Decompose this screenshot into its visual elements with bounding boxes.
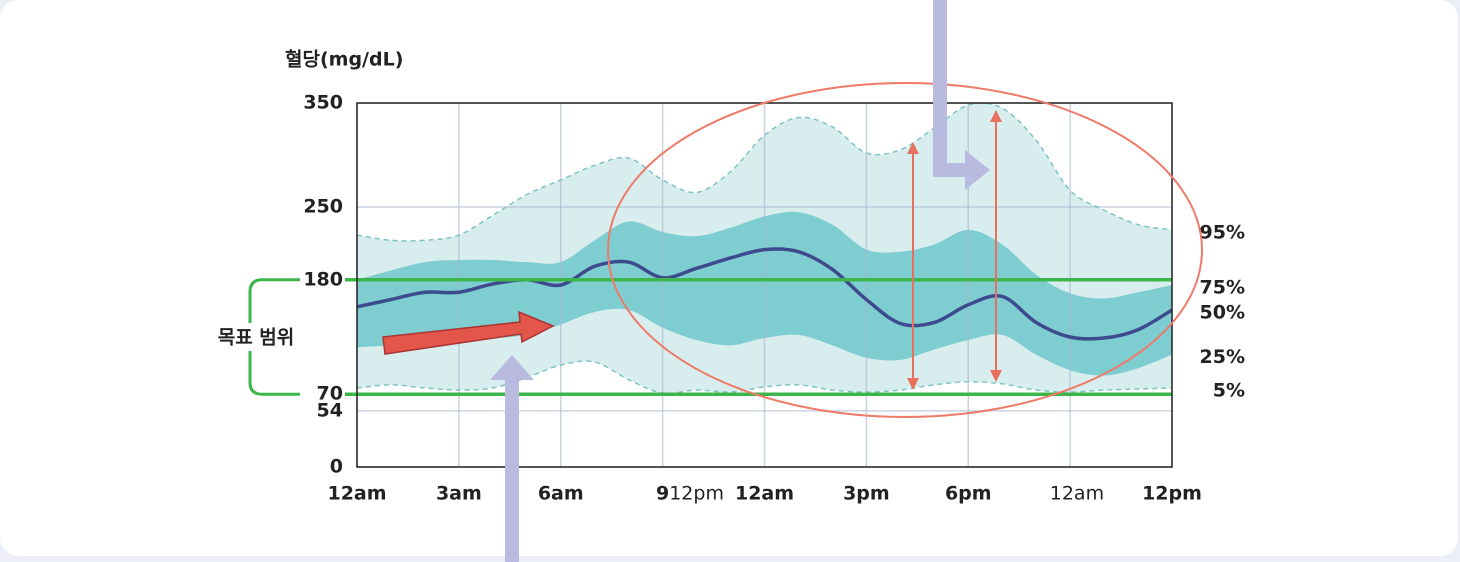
pointer-arrow (933, 0, 990, 190)
pointer-arrow (490, 355, 534, 562)
percentile-label: 5% (1213, 379, 1245, 401)
x-tick-label: 6pm (945, 483, 992, 505)
x-tick-label: 12am (327, 483, 386, 505)
x-tick-label: 12pm (1142, 483, 1202, 505)
x-tick-label: 12am (735, 483, 794, 505)
median-line (356, 247, 1173, 341)
y-tick-label: 70 (317, 383, 343, 405)
percentile-label: 50% (1200, 301, 1245, 323)
x-tick-label: 6am (538, 483, 584, 505)
target-label-bg (210, 323, 302, 351)
trend-arrow (382, 310, 555, 355)
x-tick-label: 3pm (843, 483, 890, 505)
target-label: 목표 범위 (218, 327, 295, 349)
x-tick-label: 9 (656, 483, 669, 505)
y-tick-label: 250 (303, 196, 343, 218)
annotation-label: 12pm (669, 483, 724, 505)
highlight-ellipse (607, 82, 1203, 418)
percentile-line (356, 102, 1173, 242)
y-tick-label: 350 (303, 92, 343, 114)
y-tick-label: 180 (303, 268, 343, 290)
percentile-label: 95% (1200, 221, 1245, 243)
y-tick-label: 54 (317, 399, 343, 421)
percentile-label: 75% (1200, 277, 1245, 299)
annotations (382, 0, 1203, 562)
annotation-label: 12am (1050, 483, 1104, 505)
percentile-label: 25% (1200, 346, 1245, 368)
y-tick-label: 0 (330, 456, 343, 478)
y-axis-title: 혈당(mg/dL) (285, 48, 403, 71)
x-tick-label: 3am (436, 483, 482, 505)
percentile-line (356, 360, 1173, 395)
